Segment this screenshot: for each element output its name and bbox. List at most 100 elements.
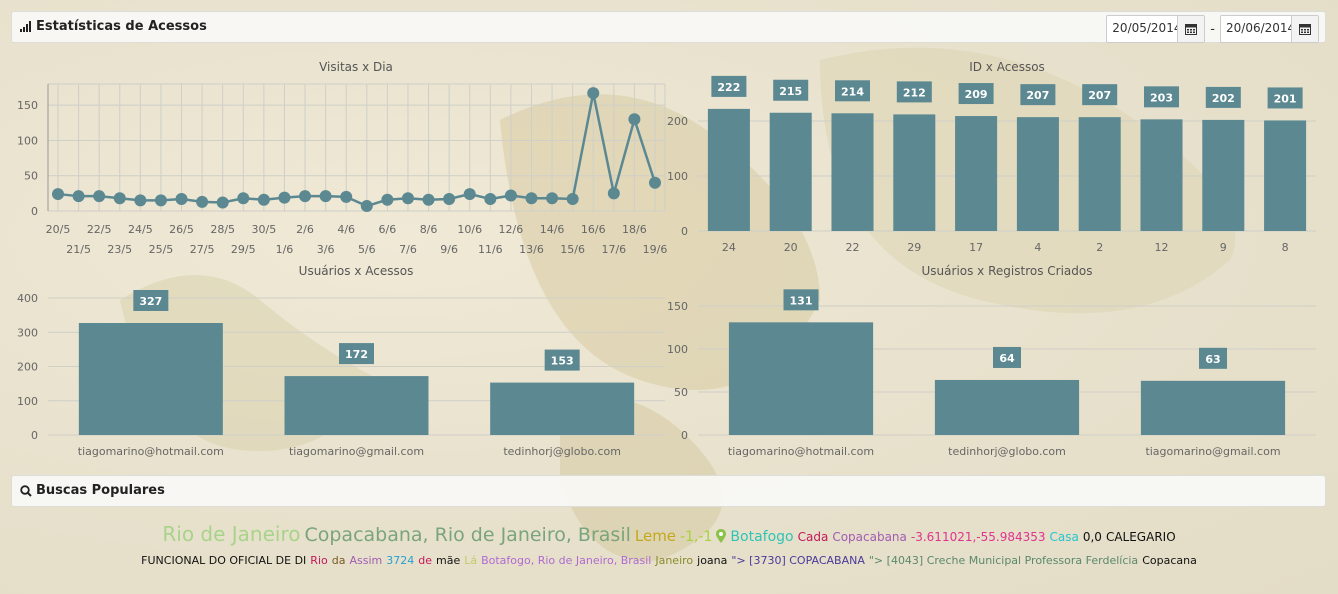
date-range: 20/05/2014 - 20/06/2014 xyxy=(1106,15,1319,43)
tag-link[interactable]: 0,0 xyxy=(1082,530,1102,544)
tag-link[interactable]: joana xyxy=(697,554,728,567)
bar xyxy=(1140,380,1286,435)
data-label: 215 xyxy=(779,85,802,98)
x-tick-label: 20 xyxy=(784,241,798,254)
x-tick-label: 4/6 xyxy=(337,223,355,236)
bar xyxy=(284,376,429,435)
y-tick-label: 0 xyxy=(681,225,688,238)
tag-link[interactable]: 3724 xyxy=(386,554,415,567)
chart-title: Usuários x Acessos xyxy=(299,264,414,278)
data-label: 327 xyxy=(139,295,162,308)
x-tick-label: 17/6 xyxy=(601,243,626,256)
y-tick-label: 0 xyxy=(31,429,38,442)
data-label: 214 xyxy=(841,85,864,98)
bar xyxy=(1264,120,1307,231)
tag-link[interactable]: "> [3730] COPACABANA xyxy=(731,554,865,567)
data-point xyxy=(607,187,620,200)
x-tick-label: tiagomarino@hotmail.com xyxy=(728,445,874,458)
tag-link[interactable]: da xyxy=(331,554,346,567)
map-pin-icon xyxy=(716,526,727,545)
tag-link[interactable]: "> [4043] Creche Municipal Professora Fe… xyxy=(868,554,1139,567)
x-tick-label: tiagomarino@gmail.com xyxy=(1145,445,1280,458)
data-label: 63 xyxy=(1205,353,1220,366)
tag-link[interactable]: Leme xyxy=(634,527,677,545)
data-label: 209 xyxy=(965,88,988,101)
x-tick-label: 12/6 xyxy=(499,223,524,236)
data-point xyxy=(175,193,188,206)
x-tick-label: 21/5 xyxy=(66,243,91,256)
tag-link[interactable]: Casa xyxy=(1049,530,1079,544)
tag-link[interactable]: Copacabana xyxy=(832,530,907,544)
x-tick-label: 6/6 xyxy=(379,223,397,236)
data-point xyxy=(154,194,167,207)
x-tick-label: 17 xyxy=(969,241,983,254)
tag-link[interactable]: mãe xyxy=(435,554,461,567)
x-tick-label: 24 xyxy=(722,241,736,254)
tag-link[interactable]: Cada xyxy=(797,530,829,544)
bar xyxy=(1016,117,1059,231)
tag-link[interactable]: de xyxy=(418,554,432,567)
y-tick-label: 100 xyxy=(17,134,38,147)
bar xyxy=(1202,119,1245,231)
date-from-input[interactable]: 20/05/2014 xyxy=(1112,21,1182,35)
x-tick-label: 9 xyxy=(1220,241,1227,254)
data-label-box xyxy=(783,289,819,311)
tag-link[interactable]: Lá xyxy=(464,554,478,567)
x-tick-label: 13/6 xyxy=(519,243,544,256)
data-label: 207 xyxy=(1026,89,1049,102)
data-point xyxy=(278,191,291,204)
x-tick-label: 11/6 xyxy=(478,243,503,256)
x-tick-label: 8 xyxy=(1282,241,1289,254)
data-label: 222 xyxy=(717,81,740,94)
data-point xyxy=(525,192,538,205)
data-label-box xyxy=(1205,86,1241,108)
y-tick-label: 100 xyxy=(667,343,688,356)
stats-panel-header: Estatísticas de Acessos 20/05/2014 - 20/… xyxy=(11,11,1326,43)
chart-title: ID x Acessos xyxy=(969,60,1045,74)
x-tick-label: 25/5 xyxy=(149,243,174,256)
data-label-box xyxy=(773,79,809,101)
data-label-box xyxy=(993,346,1021,368)
data-label-box xyxy=(133,290,169,312)
tag-link[interactable]: Copacana xyxy=(1142,554,1197,567)
data-label-box xyxy=(958,83,994,105)
x-tick-label: 26/5 xyxy=(169,223,194,236)
tag-link[interactable]: Rio xyxy=(310,554,328,567)
signal-bars-icon xyxy=(20,21,31,32)
tag-cloud-line-1: Rio de Janeiro Copacabana, Rio de Janeiro… xyxy=(0,522,1338,546)
x-tick-label: 5/6 xyxy=(358,243,376,256)
data-label-box xyxy=(711,75,747,97)
data-point xyxy=(134,194,147,207)
y-tick-label: 400 xyxy=(17,292,38,305)
y-tick-label: 50 xyxy=(674,386,688,399)
x-tick-label: 7/6 xyxy=(399,243,417,256)
data-point xyxy=(216,196,229,209)
bar xyxy=(1078,117,1121,231)
tag-link[interactable]: Janeiro xyxy=(655,554,694,567)
tag-link[interactable]: Assim xyxy=(349,554,383,567)
tag-link[interactable]: Rio de Janeiro xyxy=(162,522,301,546)
data-label-box xyxy=(896,81,932,103)
data-point xyxy=(484,193,497,206)
chart-title: Usuários x Registros Criados xyxy=(922,264,1093,278)
date-to-calendar-button[interactable] xyxy=(1291,16,1318,42)
data-point xyxy=(649,176,661,189)
tag-link[interactable]: CALEGARIO xyxy=(1105,530,1176,544)
data-label: 64 xyxy=(999,352,1015,365)
tag-link[interactable]: Copacabana, Rio de Janeiro, Brasil xyxy=(304,524,631,546)
tag-link[interactable]: FUNCIONAL DO OFICIAL DE DI xyxy=(141,554,307,567)
data-point xyxy=(546,192,559,205)
date-separator: - xyxy=(1210,21,1215,37)
tag-link[interactable]: -1,-1 xyxy=(680,529,713,545)
x-tick-label: 9/6 xyxy=(440,243,458,256)
x-tick-label: 4 xyxy=(1034,241,1041,254)
data-label: 212 xyxy=(903,86,926,99)
data-label: 202 xyxy=(1212,92,1235,105)
tag-link[interactable]: -3.611021,-55.984353 xyxy=(910,530,1046,544)
date-from-calendar-button[interactable] xyxy=(1177,16,1205,42)
tag-link[interactable]: Botafogo xyxy=(730,529,794,545)
date-to-input[interactable]: 20/06/2014 xyxy=(1226,21,1296,35)
data-label: 172 xyxy=(345,348,368,361)
tag-link[interactable]: Botafogo, Rio de Janeiro, Brasil xyxy=(481,554,652,567)
